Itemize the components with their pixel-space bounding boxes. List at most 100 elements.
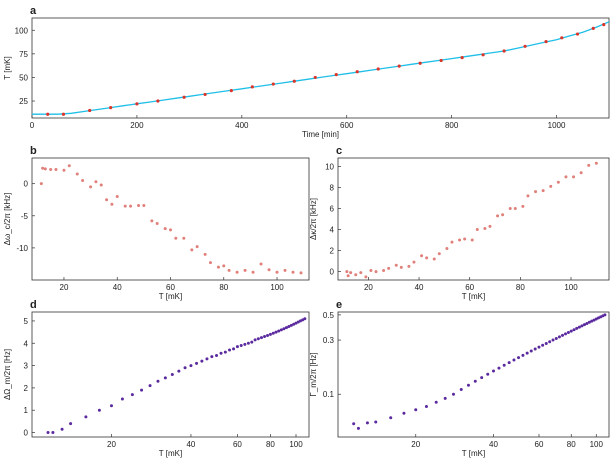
data-point bbox=[219, 351, 223, 355]
data-group bbox=[39, 164, 303, 275]
data-point bbox=[424, 404, 428, 408]
data-point bbox=[497, 366, 501, 370]
data-point bbox=[475, 228, 479, 232]
data-point bbox=[148, 384, 152, 388]
data-point bbox=[69, 422, 73, 426]
data-point bbox=[501, 213, 505, 217]
data-point bbox=[389, 416, 393, 420]
x-tick-label: 100 bbox=[270, 283, 284, 292]
data-point bbox=[105, 198, 109, 202]
y-tick-label: 10 bbox=[325, 162, 334, 171]
panel-label: a bbox=[30, 5, 37, 17]
x-tick-label: 100 bbox=[590, 440, 604, 449]
y-axis-label: Γ_m/2π [Hz] bbox=[309, 352, 318, 396]
data-point bbox=[283, 268, 287, 272]
series-line bbox=[32, 21, 609, 115]
data-point bbox=[189, 364, 193, 368]
data-point bbox=[259, 336, 263, 340]
data-point bbox=[434, 400, 438, 404]
panel-label: d bbox=[30, 299, 37, 311]
y-tick-label: 1 bbox=[24, 406, 29, 415]
y-axis-label: Δω_c/2π [kHz] bbox=[3, 193, 12, 246]
data-point bbox=[163, 376, 167, 380]
data-point bbox=[60, 427, 64, 431]
data-point bbox=[89, 185, 93, 189]
y-tick-label: 0 bbox=[330, 268, 335, 277]
data-point bbox=[523, 44, 527, 48]
data-point bbox=[365, 421, 369, 425]
data-point bbox=[425, 256, 429, 260]
data-point bbox=[274, 330, 278, 334]
y-tick-label: 2 bbox=[24, 384, 29, 393]
data-point bbox=[216, 265, 220, 269]
data-point bbox=[210, 355, 214, 359]
x-tick-label: 20 bbox=[60, 283, 69, 292]
panel-d: d 20 40 60 80 100 0 1 2 3 4 5 T [mK] ΔΩ_m/2π [Hz] bbox=[3, 299, 310, 458]
data-point bbox=[445, 246, 449, 250]
data-point bbox=[150, 219, 154, 223]
data-group bbox=[32, 21, 609, 116]
data-point bbox=[54, 168, 58, 172]
data-point bbox=[359, 271, 363, 275]
data-point bbox=[115, 195, 119, 199]
panel-label: c bbox=[336, 145, 342, 157]
data-point bbox=[566, 330, 570, 334]
x-tick-label: 80 bbox=[516, 283, 525, 292]
data-point bbox=[289, 323, 293, 327]
x-tick-label: 0 bbox=[30, 121, 35, 130]
data-point bbox=[496, 214, 500, 218]
data-point bbox=[296, 320, 300, 324]
panel-e: e 20 40 60 80 100 0.1 0.3 0.5 T [mK] Γ_m/2π [Hz] bbox=[309, 299, 610, 458]
data-point bbox=[560, 36, 564, 40]
data-point bbox=[502, 49, 506, 53]
data-point bbox=[569, 329, 573, 333]
data-point bbox=[195, 245, 199, 249]
data-point bbox=[561, 333, 565, 337]
data-point bbox=[251, 270, 255, 274]
data-point bbox=[526, 194, 530, 198]
data-point bbox=[541, 343, 545, 347]
data-point bbox=[544, 39, 548, 44]
data-point bbox=[585, 321, 589, 325]
data-point bbox=[382, 269, 386, 273]
x-tick-label: 40 bbox=[415, 283, 424, 292]
data-point bbox=[182, 95, 186, 99]
data-point bbox=[287, 325, 291, 329]
data-point bbox=[557, 335, 561, 339]
x-tick-label: 800 bbox=[445, 121, 459, 130]
data-point bbox=[521, 204, 525, 208]
data-point bbox=[137, 204, 141, 208]
data-point bbox=[259, 262, 263, 266]
x-tick-label: 40 bbox=[113, 283, 122, 292]
data-point bbox=[243, 342, 247, 346]
data-point bbox=[575, 326, 579, 330]
x-axis-label: T [mK] bbox=[159, 292, 182, 301]
data-point bbox=[271, 82, 275, 86]
data-point bbox=[215, 354, 219, 358]
data-point bbox=[374, 270, 378, 274]
data-point bbox=[508, 206, 512, 210]
data-point bbox=[266, 333, 270, 337]
data-point bbox=[284, 326, 288, 330]
data-point bbox=[88, 108, 92, 113]
data-group bbox=[46, 317, 307, 435]
x-tick-label: 400 bbox=[235, 121, 249, 130]
panel-label: b bbox=[30, 145, 37, 157]
y-axis-label: T [mK] bbox=[3, 56, 12, 79]
data-point bbox=[572, 175, 576, 179]
data-point bbox=[549, 184, 553, 188]
data-point bbox=[253, 338, 257, 342]
data-point bbox=[120, 397, 124, 401]
y-tick-label: 100 bbox=[15, 26, 29, 35]
data-point bbox=[432, 257, 436, 261]
data-point bbox=[364, 275, 368, 279]
x-tick-label: 60 bbox=[465, 283, 474, 292]
data-point bbox=[437, 252, 441, 256]
x-axis-label: Time [min] bbox=[302, 130, 339, 139]
data-point bbox=[277, 329, 281, 333]
data-point bbox=[268, 332, 272, 336]
data-point bbox=[420, 254, 424, 258]
data-point bbox=[203, 252, 207, 256]
data-point bbox=[486, 372, 490, 376]
data-point bbox=[345, 270, 349, 274]
